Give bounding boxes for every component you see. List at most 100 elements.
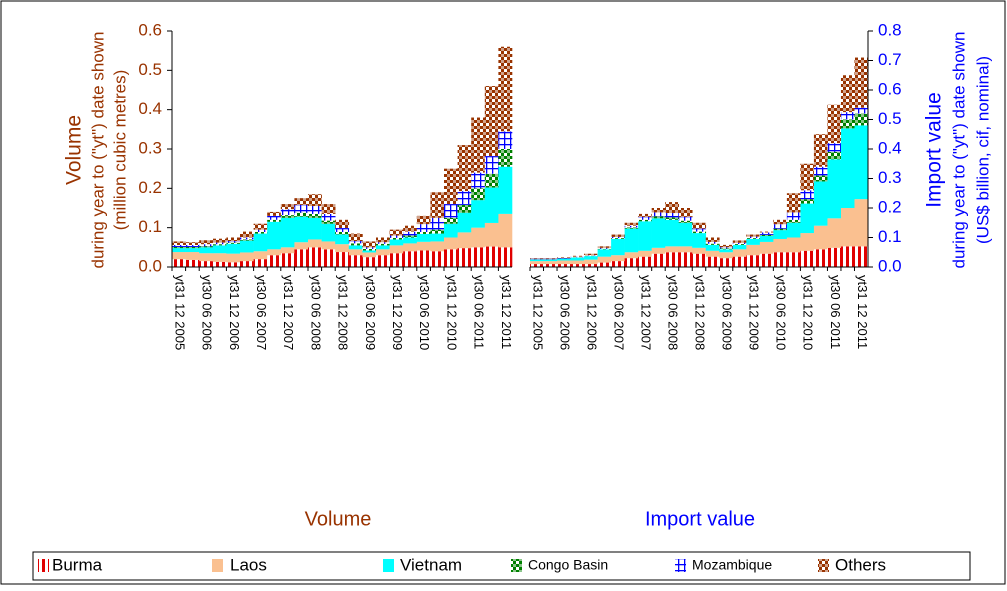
bar-segment <box>760 232 774 234</box>
bar-segment <box>281 218 295 248</box>
bar-segment <box>760 242 774 254</box>
x-tick-label: yt31 12 2007 <box>281 275 296 350</box>
bar-segment <box>746 237 760 238</box>
bar-segment <box>638 214 652 217</box>
bar-segment <box>665 202 679 213</box>
bar-segment <box>530 259 544 260</box>
bar-segment <box>827 159 841 218</box>
bar-segment <box>240 261 254 267</box>
bar-segment <box>498 47 512 132</box>
bar-segment <box>362 249 376 251</box>
bar-segment <box>787 238 801 253</box>
bar-segment <box>773 230 787 239</box>
bar-segment <box>584 256 598 260</box>
bar-segment <box>403 238 417 244</box>
bar-segment <box>308 194 322 206</box>
x-tick-label: yt31 12 2009 <box>390 275 405 350</box>
legend-label: Vietnam <box>400 555 462 574</box>
bar-segment <box>598 246 612 247</box>
x-tick-label: yt30 06 2011 <box>472 275 487 349</box>
y-tick-label: 0.3 <box>878 168 902 187</box>
y-tick-label: 0.4 <box>138 99 162 118</box>
bar-segment <box>172 247 186 248</box>
bar-segment <box>652 248 666 254</box>
bar-segment <box>625 227 639 228</box>
bar-segment <box>458 145 472 191</box>
bar-segment <box>544 258 558 259</box>
bar-segment <box>692 229 706 232</box>
bar-segment <box>362 252 376 257</box>
bar-segment <box>854 58 868 108</box>
bar-segment <box>294 213 308 217</box>
y-tick-label: 0.0 <box>878 256 902 275</box>
bar-segment <box>652 254 666 267</box>
x-tick-label: yt31 12 2010 <box>801 275 816 350</box>
bar-segment <box>854 108 868 114</box>
x-tick-label: yt31 12 2006 <box>227 275 242 350</box>
bar-segment <box>240 232 254 238</box>
bar-segment <box>186 260 200 267</box>
bar-segment <box>390 238 404 240</box>
bar-segment <box>679 252 693 267</box>
bar-segment <box>800 251 814 267</box>
y-axis-title: Volume <box>63 115 86 185</box>
bar-segment <box>186 245 200 247</box>
bar-segment <box>376 249 390 255</box>
bar-segment <box>281 204 295 209</box>
bar-segment <box>665 252 679 267</box>
bar-segment <box>733 243 747 244</box>
x-tick-label: yt31 12 2008 <box>693 275 708 350</box>
bar-segment <box>706 242 720 244</box>
bar-segment <box>530 260 544 261</box>
bar-segment <box>172 248 186 252</box>
bar-segment <box>625 258 639 267</box>
bar-segment <box>240 239 254 240</box>
bar-segment <box>226 241 240 243</box>
bar-segment <box>403 232 417 236</box>
bar-segment <box>199 261 213 267</box>
bar-segment <box>335 228 349 232</box>
bar-segment <box>827 152 841 159</box>
bar-segment <box>390 253 404 267</box>
bar-segment <box>172 241 186 245</box>
bar-segment <box>611 238 625 239</box>
bar-segment <box>571 256 585 257</box>
bar-segment <box>199 240 213 244</box>
bar-segment <box>719 258 733 267</box>
bar-segment <box>598 263 612 267</box>
x-tick-label: yt30 06 2010 <box>774 275 789 350</box>
bar-segment <box>733 249 747 256</box>
bar-segment <box>854 246 868 267</box>
y-tick-label: 0.5 <box>138 60 162 79</box>
bar-segment <box>571 258 585 261</box>
bar-segment <box>530 258 544 259</box>
bar-segment <box>719 247 733 248</box>
bar-segment <box>692 254 706 267</box>
bar-segment <box>417 216 431 224</box>
legend-swatch <box>818 559 829 572</box>
bar-segment <box>719 249 733 252</box>
bar-segment <box>611 261 625 267</box>
bar-segment <box>557 258 571 259</box>
bar-segment <box>362 247 376 249</box>
bar-segment <box>692 248 706 254</box>
bar-segment <box>458 213 472 233</box>
bar-segment <box>226 244 240 254</box>
bar-segment <box>471 228 485 248</box>
bar-segment <box>294 242 308 249</box>
bar-segment <box>267 249 281 255</box>
bar-segment <box>611 239 625 255</box>
bar-segment <box>322 224 336 242</box>
bar-segment <box>430 230 444 234</box>
bar-segment <box>308 239 322 247</box>
legend-swatch <box>675 559 686 572</box>
bar-segment <box>638 217 652 220</box>
bar-segment <box>679 217 693 221</box>
bar-segment <box>403 243 417 251</box>
bar-segment <box>814 134 828 166</box>
bar-segment <box>376 244 390 246</box>
x-tick-label: yt30 06 2006 <box>557 275 572 350</box>
bar-segment <box>827 105 841 143</box>
bar-segment <box>458 191 472 205</box>
